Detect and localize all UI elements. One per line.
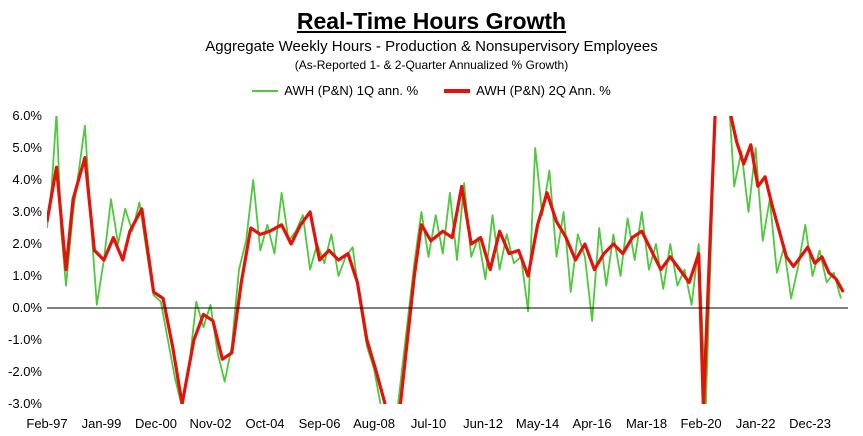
legend-label-2q: AWH (P&N) 2Q Ann. % bbox=[476, 83, 611, 98]
chart-subtitle: Aggregate Weekly Hours - Production & No… bbox=[205, 38, 658, 55]
chart-title: Real-Time Hours Growth bbox=[296, 8, 567, 34]
legend-swatch-2q bbox=[444, 88, 471, 93]
y-tick-label: 3.0% bbox=[12, 204, 42, 219]
y-tick-label: -1.0% bbox=[8, 332, 42, 347]
x-tick-label: Jun-12 bbox=[463, 416, 503, 431]
legend: AWH (P&N) 1Q ann. % AWH (P&N) 2Q Ann. % bbox=[0, 83, 863, 98]
x-tick-label: Aug-08 bbox=[353, 416, 395, 431]
y-tick-label: 1.0% bbox=[12, 268, 42, 283]
x-tick-label: Feb-97 bbox=[26, 416, 67, 431]
y-tick-label: 4.0% bbox=[12, 172, 42, 187]
x-tick-label: Sep-06 bbox=[299, 416, 341, 431]
y-tick-label: 2.0% bbox=[12, 236, 42, 251]
legend-swatch-1q bbox=[252, 89, 279, 92]
legend-label-1q: AWH (P&N) 1Q ann. % bbox=[284, 83, 419, 98]
x-tick-label: Feb-20 bbox=[680, 416, 721, 431]
y-tick-label: 5.0% bbox=[12, 140, 42, 155]
y-tick-label: -3.0% bbox=[8, 396, 42, 411]
chart-note: (As-Reported 1- & 2-Quarter Annualized %… bbox=[294, 58, 569, 72]
x-tick-label: Mar-18 bbox=[626, 416, 667, 431]
x-tick-label: Apr-16 bbox=[573, 416, 612, 431]
y-axis-ticks: 6.0% 5.0% 4.0% 3.0% 2.0% 1.0% 0.0% -1.0% -2.0% -3… bbox=[8, 108, 42, 411]
series-line-awh-2q bbox=[47, 116, 845, 404]
x-tick-label: Dec-23 bbox=[789, 416, 831, 431]
legend-item-1q: AWH (P&N) 1Q ann. % bbox=[252, 83, 418, 98]
x-axis-ticks: Feb-97 Jan-99 Dec-00 Nov-02 Oct-04 Sep-06 Aug-… bbox=[26, 416, 831, 431]
y-tick-label: -2.0% bbox=[8, 364, 42, 379]
series-layer bbox=[47, 116, 845, 404]
x-tick-label: Jan-22 bbox=[736, 416, 776, 431]
x-tick-label: Nov-02 bbox=[190, 416, 232, 431]
legend-item-2q: AWH (P&N) 2Q Ann. % bbox=[444, 83, 611, 98]
x-tick-label: May-14 bbox=[516, 416, 559, 431]
series-line-awh-1q bbox=[47, 116, 842, 404]
y-tick-label: 0.0% bbox=[12, 300, 42, 315]
x-tick-label: Oct-04 bbox=[246, 416, 285, 431]
x-tick-label: Jan-99 bbox=[82, 416, 122, 431]
y-tick-label: 6.0% bbox=[12, 108, 42, 123]
x-tick-label: Dec-00 bbox=[135, 416, 177, 431]
x-tick-label: Jul-10 bbox=[411, 416, 446, 431]
